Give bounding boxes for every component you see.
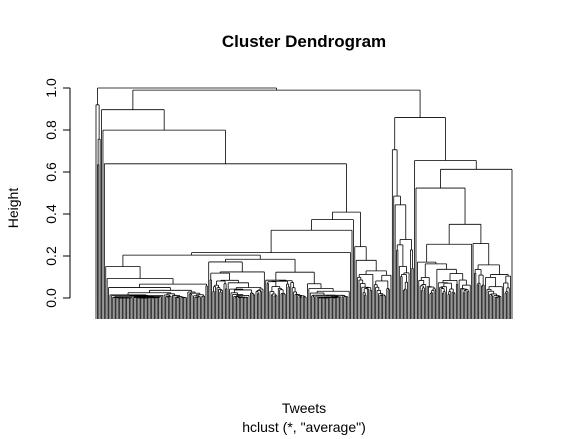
chart-title: Cluster Dendrogram — [222, 32, 386, 51]
y-tick-label: 0.4 — [43, 204, 59, 224]
dendrogram-branches — [95, 87, 513, 319]
y-tick-label: 0.6 — [43, 162, 59, 182]
y-tick-label: 0.2 — [43, 246, 59, 266]
y-axis: 0.0 0.2 0.4 0.6 0.8 1.0 — [43, 78, 71, 308]
y-tick-label: 0.0 — [43, 288, 59, 308]
x-axis-label: Tweets — [282, 400, 326, 416]
y-tick-label: 0.8 — [43, 120, 59, 140]
chart-subtitle: hclust (*, "average") — [242, 419, 366, 435]
y-axis-label: Height — [5, 188, 21, 229]
y-tick-label: 1.0 — [43, 78, 59, 98]
y-ticks: 0.0 0.2 0.4 0.6 0.8 1.0 — [43, 78, 70, 308]
